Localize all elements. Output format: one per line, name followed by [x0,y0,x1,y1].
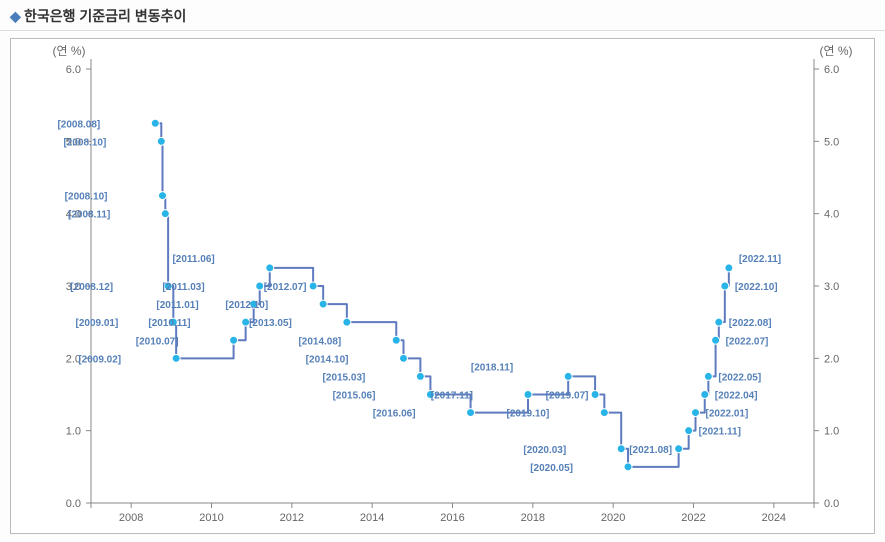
svg-text:[2015.06]: [2015.06] [333,391,376,402]
svg-text:[2013.05]: [2013.05] [249,318,292,329]
svg-text:[2012.07]: [2012.07] [264,282,307,293]
svg-text:2014: 2014 [360,512,384,524]
svg-text:[2017.11]: [2017.11] [431,391,473,402]
svg-text:[2011.06]: [2011.06] [172,254,214,265]
svg-text:[2022.05]: [2022.05] [718,372,761,383]
svg-text:[2022.11]: [2022.11] [739,254,781,265]
svg-text:[2011.01]: [2011.01] [156,300,198,311]
svg-text:[2015.03]: [2015.03] [323,372,366,383]
svg-text:[2020.05]: [2020.05] [530,463,573,474]
svg-text:[2022.08]: [2022.08] [729,318,772,329]
svg-text:[2021.11]: [2021.11] [699,427,741,438]
svg-text:2022: 2022 [681,512,705,524]
svg-text:[2014.10]: [2014.10] [306,354,349,365]
svg-text:[2022.04]: [2022.04] [715,391,758,402]
chart-box: 0.00.01.01.02.02.03.03.04.04.05.05.06.06… [10,38,875,534]
svg-text:[2010.07]: [2010.07] [136,336,179,347]
svg-text:6.0: 6.0 [824,64,839,76]
svg-text:2008: 2008 [119,512,143,524]
svg-text:(연 %): (연 %) [819,44,852,58]
svg-text:1.0: 1.0 [824,426,839,438]
svg-text:0.0: 0.0 [66,498,81,510]
svg-text:1.0: 1.0 [66,426,81,438]
svg-text:[2008.08]: [2008.08] [57,119,100,130]
svg-text:[2009.02]: [2009.02] [78,354,121,365]
svg-text:6.0: 6.0 [66,64,81,76]
svg-text:[2019.07]: [2019.07] [546,391,589,402]
svg-text:0.0: 0.0 [824,498,839,510]
svg-text:4.0: 4.0 [824,209,839,221]
svg-text:3.0: 3.0 [824,281,839,293]
svg-text:2024: 2024 [762,512,786,524]
svg-text:[2021.08]: [2021.08] [629,445,672,456]
svg-text:[2011.03]: [2011.03] [162,282,204,293]
svg-text:2012: 2012 [280,512,304,524]
svg-text:[2009.01]: [2009.01] [76,318,119,329]
title-row: ◆ 한국은행 기준금리 변동추이 [0,0,885,31]
svg-text:(연 %): (연 %) [52,44,85,58]
svg-text:[2008.12]: [2008.12] [70,282,113,293]
svg-text:[2008.10]: [2008.10] [65,192,108,203]
chart-container: ◆한국은행 기준금리 변동추이 0.00.01.01.02.02.03.03.0… [0,0,885,542]
svg-text:[2022.01]: [2022.01] [706,409,749,420]
chart-title: 한국은행 기준금리 변동추이 [24,8,186,24]
svg-text:5.0: 5.0 [824,136,839,148]
svg-text:2010: 2010 [199,512,223,524]
svg-text:2020: 2020 [601,512,625,524]
svg-text:2016: 2016 [440,512,464,524]
svg-text:[2012.10]: [2012.10] [225,300,268,311]
svg-text:[2022.10]: [2022.10] [735,282,778,293]
svg-text:[2018.11]: [2018.11] [471,362,513,373]
svg-text:[2016.06]: [2016.06] [373,409,416,420]
diamond-icon: ◆ [10,8,20,18]
svg-text:[2022.07]: [2022.07] [726,336,769,347]
svg-text:[2020.03]: [2020.03] [523,445,566,456]
svg-text:[2008.11]: [2008.11] [68,210,110,221]
svg-text:2.0: 2.0 [824,353,839,365]
svg-text:2018: 2018 [521,512,545,524]
svg-text:[2010.11]: [2010.11] [148,318,190,329]
rate-step-chart: 0.00.01.01.02.02.03.03.04.04.05.05.06.06… [11,39,874,533]
svg-text:[2008.10]: [2008.10] [63,137,106,148]
svg-text:[2019.10]: [2019.10] [507,409,550,420]
svg-text:[2014.08]: [2014.08] [298,336,341,347]
